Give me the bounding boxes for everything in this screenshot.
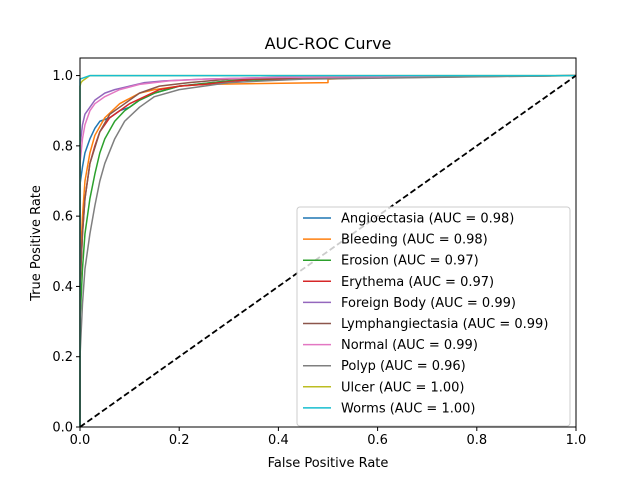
legend-label-0: Angioectasia (AUC = 0.98) [341,212,514,227]
series-line-6 [79,74,577,427]
legend-label-9: Worms (AUC = 1.00) [341,401,475,416]
series-line-2 [79,74,577,427]
series-line-5 [79,74,577,427]
plot-frame [79,57,577,428]
y-tick-label-3: 0.6 [52,210,73,225]
y-tick-label-1: 0.2 [52,350,73,365]
y-tick-label-5: 1.0 [52,69,73,84]
chance-line [79,74,577,428]
y-tick-label-4: 0.8 [52,139,73,154]
legend-label-3: Erythema (AUC = 0.97) [341,275,494,290]
legend-label-8: Ulcer (AUC = 1.00) [341,380,464,395]
legend-label-4: Foreign Body (AUC = 0.99) [341,296,516,311]
series-line-7 [79,74,577,427]
x-tick-label-5: 1.0 [566,433,587,448]
y-tick-label-0: 0.0 [52,421,73,436]
x-tick-label-1: 0.2 [169,433,190,448]
legend-label-5: Lymphangiectasia (AUC = 0.99) [341,317,548,332]
y-axis-label: True Positive Rate [29,185,44,302]
x-tick-label-4: 0.8 [466,433,487,448]
y-tick-label-2: 0.4 [52,280,73,295]
legend-label-2: Erosion (AUC = 0.97) [341,254,479,269]
legend: Angioectasia (AUC = 0.98) Bleeding (AUC =… [296,206,571,427]
x-axis-label: False Positive Rate [268,456,389,471]
series-line-1 [79,74,577,427]
x-tick-label-0: 0.0 [70,433,91,448]
axes: 0.0 0.2 0.4 0.6 0.8 1.0 0.0 0.2 0.4 0.6 0.8 1.0 [52,57,587,448]
chart-title: AUC-ROC Curve [265,34,392,53]
x-tick-label-3: 0.6 [367,433,388,448]
legend-box [296,206,571,427]
legend-label-7: Polyp (AUC = 0.96) [341,359,466,374]
legend-label-6: Normal (AUC = 0.99) [341,338,478,353]
legend-label-1: Bleeding (AUC = 0.98) [341,233,488,248]
x-tick-label-2: 0.4 [268,433,289,448]
